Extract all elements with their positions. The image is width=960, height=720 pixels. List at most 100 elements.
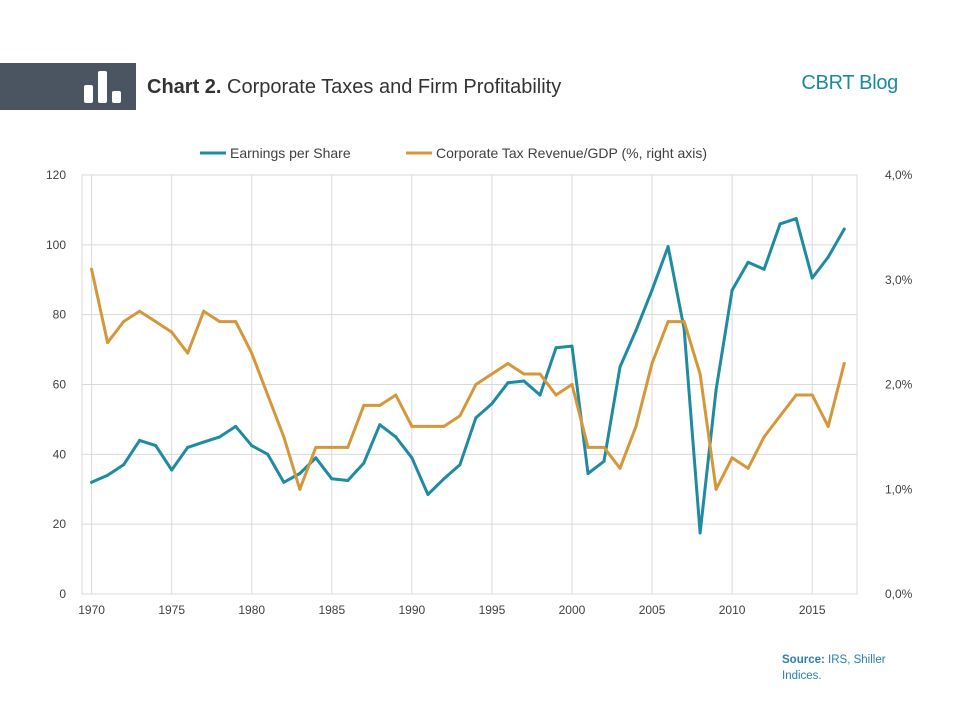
series-lines xyxy=(90,217,846,535)
earnings-point xyxy=(666,245,670,249)
tax-revenue-point xyxy=(810,393,814,397)
tax-revenue-point xyxy=(138,309,142,313)
tax-revenue-point xyxy=(666,320,670,324)
tax-revenue-point xyxy=(602,445,606,449)
earnings-point xyxy=(522,379,526,383)
source-text: IRS, Shiller Indices. xyxy=(782,654,886,682)
earnings-point xyxy=(826,255,830,259)
tax-revenue-point xyxy=(346,445,350,449)
earnings-point xyxy=(234,424,238,428)
earnings-point xyxy=(154,444,158,448)
earnings-point xyxy=(586,472,590,475)
earnings-point xyxy=(506,381,510,385)
tax-revenue-point xyxy=(618,466,622,470)
tax-revenue-point xyxy=(570,383,574,386)
x-tick-label: 1970 xyxy=(78,603,105,617)
y-tick-label: 0 xyxy=(59,587,66,601)
earnings-point xyxy=(90,480,94,484)
y2-tick-label: 1,0% xyxy=(885,482,913,496)
tax-revenue-point xyxy=(426,424,430,428)
x-tick-label: 2010 xyxy=(719,603,746,617)
earnings-point xyxy=(650,288,654,292)
earnings-point xyxy=(218,435,222,439)
x-tick-label: 2000 xyxy=(559,603,586,617)
tax-revenue-point xyxy=(186,351,190,355)
tax-revenue-point xyxy=(266,393,270,397)
tax-revenue-point xyxy=(506,362,510,365)
tax-revenue-point xyxy=(410,424,414,428)
tax-revenue-point xyxy=(842,362,846,365)
y2-tick-label: 4,0% xyxy=(885,168,913,182)
earnings-point xyxy=(170,468,174,472)
earnings-point xyxy=(842,227,846,231)
earnings-per-share-line xyxy=(90,217,846,535)
tax-revenue-point xyxy=(298,487,302,491)
tax-revenue-point xyxy=(458,414,462,418)
earnings-point xyxy=(250,444,254,448)
x-tick-label: 2015 xyxy=(799,603,826,617)
tax-revenue-point xyxy=(682,320,686,324)
tax-revenue-point xyxy=(778,414,782,418)
chart-title: Chart 2. Corporate Taxes and Firm Profit… xyxy=(147,76,561,99)
tax-revenue-point xyxy=(234,320,238,324)
grid-lines xyxy=(81,174,858,595)
y2-tick-label: 0,0% xyxy=(885,587,913,601)
earnings-point xyxy=(106,473,110,477)
tax-revenue-point xyxy=(554,393,558,397)
axes: 0 20 40 60 80 100 120 0,0% 1,0% 2,0% 3,0% 4,0% 1970 1… xyxy=(46,168,913,617)
earnings-point xyxy=(618,365,622,369)
earnings-point xyxy=(634,328,638,332)
earnings-point xyxy=(794,217,798,221)
source-note: Source: IRS, Shiller Indices. xyxy=(782,652,912,684)
tax-revenue-point xyxy=(826,424,830,428)
y2-tick-label: 2,0% xyxy=(885,378,913,392)
tax-revenue-point xyxy=(250,351,254,355)
legend-label: Corporate Tax Revenue/GDP (%, right axis… xyxy=(436,145,707,161)
tax-revenue-point xyxy=(90,267,94,271)
y2-tick-label: 3,0% xyxy=(885,273,913,287)
earnings-point xyxy=(362,461,366,465)
tax-revenue-point xyxy=(538,372,542,376)
earnings-point xyxy=(810,276,814,280)
chart-title-prefix: Chart 2. xyxy=(147,76,222,98)
legend-label: Earnings per Share xyxy=(230,145,351,161)
x-tick-label: 1975 xyxy=(158,603,185,617)
brand-logo[interactable]: CBRT Blog xyxy=(801,72,898,94)
tax-revenue-point xyxy=(474,383,478,386)
earnings-point xyxy=(714,388,718,392)
tax-revenue-point xyxy=(202,309,206,313)
earnings-point xyxy=(346,479,350,482)
tax-revenue-point xyxy=(330,445,334,449)
earnings-point xyxy=(746,260,750,264)
earnings-point xyxy=(138,438,142,442)
earnings-point xyxy=(442,477,446,481)
tax-revenue-point xyxy=(762,435,766,439)
earnings-point xyxy=(602,459,606,463)
earnings-point xyxy=(570,344,574,348)
tax-revenue-point xyxy=(362,403,366,407)
tax-revenue-point xyxy=(122,320,126,324)
x-tick-label: 1990 xyxy=(399,603,426,617)
tax-revenue-point xyxy=(218,320,222,324)
tax-revenue-point xyxy=(634,424,638,428)
y-tick-label: 80 xyxy=(53,308,67,322)
x-tick-label: 2005 xyxy=(639,603,666,617)
tax-revenue-point xyxy=(490,372,494,376)
tax-revenue-point xyxy=(794,393,798,397)
x-tick-label: 1985 xyxy=(318,603,345,617)
y-tick-label: 100 xyxy=(46,238,66,252)
tax-revenue-point xyxy=(170,330,174,334)
y-tick-label: 120 xyxy=(46,168,66,182)
y-tick-label: 20 xyxy=(53,517,67,531)
tax-revenue-point xyxy=(730,456,734,460)
source-label: Source: xyxy=(782,654,825,666)
x-tick-label: 1995 xyxy=(479,603,506,617)
earnings-point xyxy=(410,456,414,460)
tax-revenue-point xyxy=(746,466,750,470)
earnings-point xyxy=(554,346,558,350)
earnings-point xyxy=(778,222,782,226)
earnings-point xyxy=(298,472,302,475)
tax-revenue-point xyxy=(442,424,446,428)
tax-revenue-point xyxy=(378,403,382,407)
tax-revenue-point xyxy=(586,445,590,449)
